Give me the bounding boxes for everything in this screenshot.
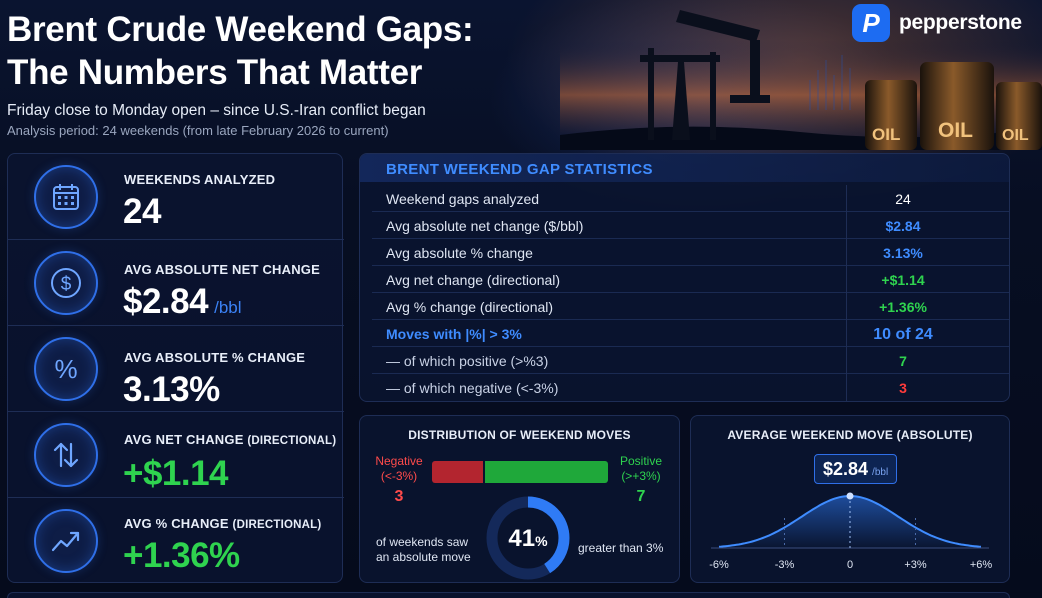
table-row: Avg absolute net change ($/bbl) $2.84	[372, 212, 1009, 239]
row-value: $2.84	[885, 218, 921, 234]
row-value: 3.13%	[883, 245, 923, 261]
distribution-title: DISTRIBUTION OF WEEKEND MOVES	[408, 428, 631, 442]
x-tick-label: -6%	[709, 559, 729, 571]
table-row: Moves with |%| > 3% 10 of 24	[372, 320, 1009, 347]
gap-statistics-table: BRENT WEEKEND GAP STATISTICS Weekend gap…	[359, 153, 1010, 402]
table-row: Avg absolute % change 3.13%	[372, 239, 1009, 266]
row-value: 3	[899, 380, 907, 396]
percent-icon: %	[34, 337, 98, 401]
distribution-curve-chart: -6% -3% 0 +3% +6%	[709, 492, 993, 571]
stat-avg-absolute-pct-change: % AVG ABSOLUTE % CHANGE 3.13%	[8, 326, 344, 412]
row-label: Avg net change (directional)	[386, 272, 561, 288]
barrel-label: OIL	[872, 125, 900, 144]
chart-title: AVERAGE WEEKEND MOVE (ABSOLUTE)	[727, 428, 973, 442]
oil-field-illustration: OIL OIL OIL	[560, 10, 1042, 150]
distribution-panel: DISTRIBUTION OF WEEKEND MOVES Negative (<…	[359, 415, 680, 583]
column-divider	[846, 347, 847, 374]
row-value: 10 of 24	[873, 326, 933, 343]
average-move-panel: AVERAGE WEEKEND MOVE (ABSOLUTE) $2.84 /b…	[690, 415, 1010, 583]
marker-value: $2.84	[823, 459, 869, 479]
column-divider	[846, 266, 847, 293]
row-label: Avg absolute net change ($/bbl)	[386, 218, 584, 234]
stat-weekends-analyzed: WEEKENDS ANALYZED 24	[8, 154, 344, 240]
page-title: Brent Crude Weekend Gaps: The Numbers Th…	[7, 8, 474, 94]
column-divider	[846, 320, 847, 347]
marker-badge: $2.84 /bbl	[814, 454, 898, 484]
row-label: — of which negative (<-3%)	[386, 380, 559, 396]
page-subtitle: Friday close to Monday open – since U.S.…	[7, 102, 426, 119]
column-divider	[846, 185, 847, 212]
row-label: Weekend gaps analyzed	[386, 191, 540, 207]
stat-value: +$1.14	[123, 454, 229, 493]
row-label: Avg % change (directional)	[386, 299, 554, 315]
stat-avg-pct-change-directional: AVG % CHANGE (DIRECTIONAL) +1.36%	[8, 498, 344, 584]
calendar-icon	[34, 165, 98, 229]
stat-value: +1.36%	[123, 536, 240, 575]
x-tick-label: 0	[847, 559, 853, 571]
marker-unit: /bbl	[872, 467, 889, 478]
column-divider	[846, 293, 847, 320]
stat-value: 3.13%	[123, 370, 220, 409]
brand-logo[interactable]: P pepperstone	[852, 4, 1022, 42]
stat-label: AVG ABSOLUTE % CHANGE	[124, 350, 306, 365]
stat-label: WEEKENDS ANALYZED	[124, 172, 276, 187]
table-title: BRENT WEEKEND GAP STATISTICS	[360, 154, 1009, 182]
x-tick-label: +3%	[904, 559, 927, 571]
x-tick-label: -3%	[775, 559, 795, 571]
stat-value: 24	[123, 192, 161, 231]
table-row: Weekend gaps analyzed 24	[372, 185, 1009, 212]
key-stats-panel: WEEKENDS ANALYZED 24 $ AVG ABSOLUTE NET …	[7, 153, 344, 584]
column-divider	[846, 374, 847, 401]
dollar-icon: $	[34, 251, 98, 315]
donut-arc	[486, 496, 570, 580]
donut-value: 41%	[508, 525, 548, 552]
column-divider	[846, 212, 847, 239]
row-value: 7	[899, 353, 907, 369]
stat-label: AVG ABSOLUTE NET CHANGE	[124, 262, 320, 277]
stat-label: AVG % CHANGE (DIRECTIONAL)	[124, 516, 322, 531]
bottom-panel-edge	[7, 592, 1010, 598]
negative-label: Negative (<-3%)	[375, 454, 423, 483]
donut-caption-left: of weekends saw an absolute move	[376, 535, 471, 564]
x-tick-label: +6%	[970, 559, 993, 571]
table-row: Avg net change (directional) +$1.14	[372, 266, 1009, 293]
row-value: +$1.14	[881, 272, 925, 288]
positive-label: Positive (>+3%)	[619, 454, 663, 483]
analysis-period: Analysis period: 24 weekends (from late …	[7, 123, 389, 138]
table-row: — of which positive (>%3) 7	[372, 347, 1009, 374]
row-label: Avg absolute % change	[386, 245, 533, 261]
positive-count: 7	[636, 488, 646, 505]
title-line-1: Brent Crude Weekend Gaps:	[7, 10, 474, 49]
brand-name: pepperstone	[899, 11, 1022, 34]
stat-unit: /bbl	[214, 298, 242, 317]
row-label: — of which positive (>%3)	[386, 353, 549, 369]
marker-point	[846, 492, 854, 500]
row-label: Moves with |%| > 3%	[386, 326, 522, 342]
svg-text:%: %	[54, 354, 77, 384]
negative-count: 3	[394, 488, 404, 505]
stat-avg-absolute-net-change: $ AVG ABSOLUTE NET CHANGE $2.84/bbl	[8, 240, 344, 326]
svg-text:$: $	[61, 274, 72, 295]
table-row: — of which negative (<-3%) 3	[372, 374, 1009, 401]
row-value: 24	[895, 191, 911, 207]
donut-caption-right: greater than 3%	[578, 541, 664, 555]
stat-value: $2.84/bbl	[123, 282, 242, 321]
title-line-2: The Numbers That Matter	[7, 53, 423, 92]
barrel-label: OIL	[938, 119, 973, 142]
row-value: +1.36%	[879, 299, 927, 315]
table-row: Avg % change (directional) +1.36%	[372, 293, 1009, 320]
stat-label: AVG NET CHANGE (DIRECTIONAL)	[124, 432, 337, 447]
negative-bar	[432, 461, 483, 483]
up-down-arrows-icon	[34, 423, 98, 487]
column-divider	[846, 239, 847, 266]
stat-avg-net-change-directional: AVG NET CHANGE (DIRECTIONAL) +$1.14	[8, 412, 344, 498]
positive-bar	[485, 461, 608, 483]
share-donut	[486, 496, 570, 580]
barrel-label: OIL	[1002, 127, 1029, 144]
trend-up-icon	[34, 509, 98, 573]
pepperstone-logo-icon: P	[852, 4, 890, 42]
